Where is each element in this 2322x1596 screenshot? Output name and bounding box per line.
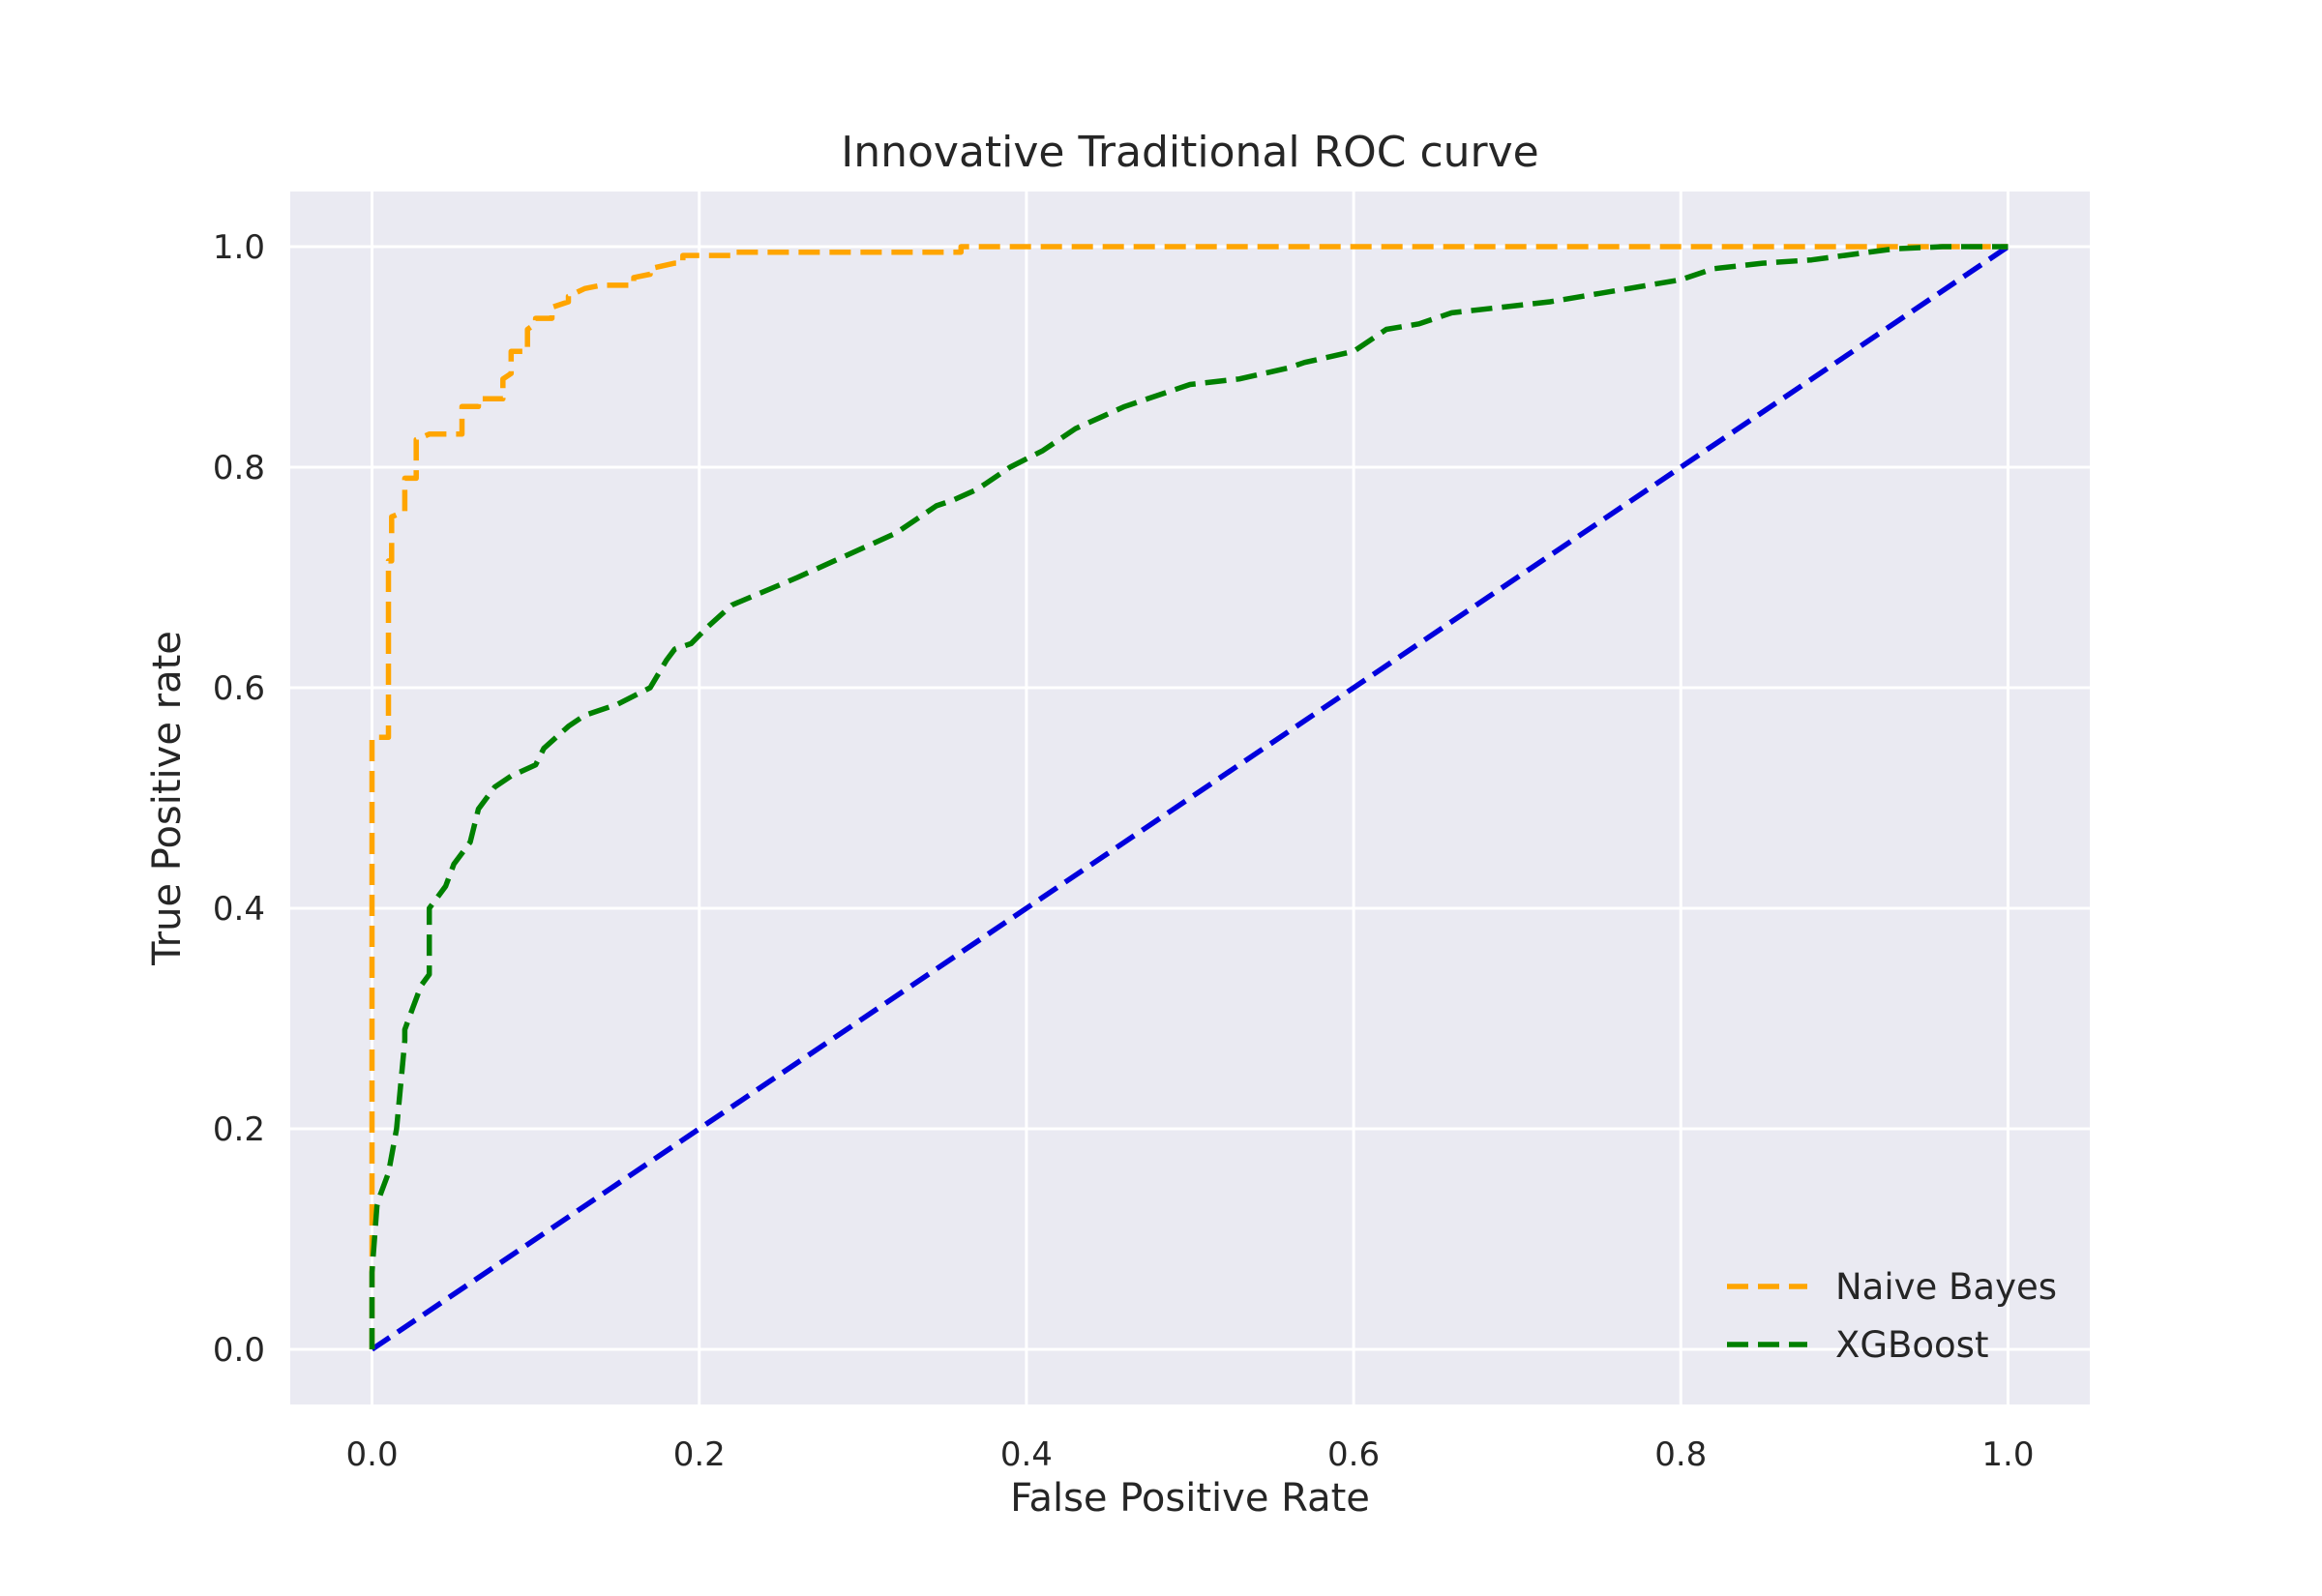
x-tick-label: 1.0 xyxy=(1981,1435,2034,1474)
grid xyxy=(290,192,2090,1404)
y-tick-label: 0.4 xyxy=(213,890,265,929)
series-layer xyxy=(369,244,2010,1352)
x-tick-labels: 0.0 0.2 0.4 0.6 0.8 1.0 xyxy=(346,1435,2035,1474)
y-tick-label: 0.8 xyxy=(213,449,265,488)
x-tick-label: 0.2 xyxy=(673,1435,726,1474)
legend-label: XGBoost xyxy=(1835,1324,1988,1366)
y-tick-label: 0.2 xyxy=(213,1110,265,1149)
legend: Naive Bayes XGBoost xyxy=(1727,1266,2057,1366)
legend-label: Naive Bayes xyxy=(1835,1266,2057,1308)
x-tick-label: 0.0 xyxy=(346,1435,399,1474)
y-tick-labels: 0.0 0.2 0.4 0.6 0.8 1.0 xyxy=(213,228,265,1370)
reference-diagonal-line xyxy=(370,244,2010,1352)
series-line-naive-bayes xyxy=(369,244,2009,1349)
y-tick-label: 0.6 xyxy=(213,669,265,708)
y-tick-label: 1.0 xyxy=(213,228,265,267)
chart-title: Innovative Traditional ROC curve xyxy=(841,128,1539,177)
y-tick-label: 0.0 xyxy=(213,1331,265,1370)
x-tick-label: 0.8 xyxy=(1654,1435,1707,1474)
x-tick-label: 0.4 xyxy=(1000,1435,1053,1474)
y-axis-label: True Positive rate xyxy=(145,631,190,966)
series-line-xgboost xyxy=(369,244,2009,1349)
x-tick-label: 0.6 xyxy=(1327,1435,1380,1474)
x-axis-label: False Positive Rate xyxy=(1010,1476,1370,1521)
